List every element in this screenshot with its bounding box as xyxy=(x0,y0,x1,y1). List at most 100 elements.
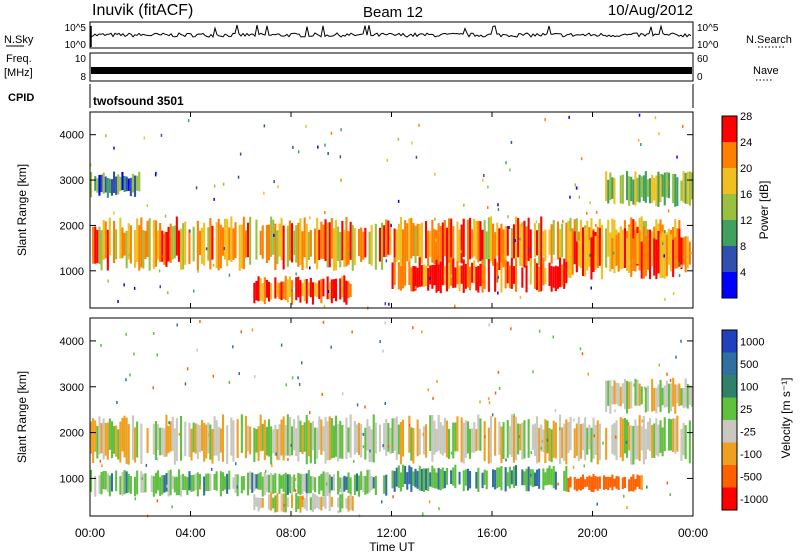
data-cell xyxy=(410,467,413,492)
data-cell xyxy=(416,267,419,288)
x-tick-label: 20:00 xyxy=(577,526,607,540)
data-speckle xyxy=(669,493,671,497)
data-cell xyxy=(640,386,643,405)
data-cell xyxy=(433,468,436,489)
data-cell xyxy=(638,174,641,203)
data-cell xyxy=(305,493,308,511)
data-cell xyxy=(659,233,662,279)
data-speckle xyxy=(345,221,347,225)
data-speckle xyxy=(623,494,625,498)
data-cell xyxy=(242,216,245,270)
data-speckle xyxy=(277,185,279,189)
colorbar-segment xyxy=(722,194,737,220)
data-cell xyxy=(257,276,260,302)
data-cell xyxy=(297,276,300,298)
data-cell xyxy=(609,234,612,272)
data-cell xyxy=(224,476,227,490)
data-cell xyxy=(397,424,400,455)
data-speckle xyxy=(341,392,344,396)
data-cell xyxy=(431,415,434,462)
data-cell xyxy=(322,278,325,297)
data-cell xyxy=(98,475,101,494)
data-cell xyxy=(276,282,279,297)
data-cell xyxy=(630,381,633,409)
data-speckle xyxy=(546,438,549,442)
data-cell xyxy=(360,471,363,491)
data-cell xyxy=(657,171,660,207)
data-cell xyxy=(655,239,658,280)
data-cell xyxy=(521,267,524,288)
data-speckle xyxy=(186,367,189,371)
data-cell xyxy=(324,472,327,496)
data-cell xyxy=(378,227,381,262)
data-cell xyxy=(613,240,616,274)
data-cell xyxy=(466,421,469,454)
data-speckle xyxy=(382,444,384,448)
data-cell xyxy=(684,172,687,204)
colorbar-segment xyxy=(722,116,737,142)
data-cell xyxy=(129,177,132,197)
data-speckle xyxy=(348,252,350,256)
data-cell xyxy=(347,281,350,299)
data-cell xyxy=(115,176,118,195)
data-cell xyxy=(651,174,654,203)
data-cell xyxy=(523,420,526,459)
data-cell xyxy=(646,179,649,197)
data-cell xyxy=(265,426,268,456)
y-tick-label: 4000 xyxy=(60,336,84,348)
data-cell xyxy=(418,257,421,287)
data-cell xyxy=(653,238,656,276)
data-cell xyxy=(445,266,448,292)
data-cell xyxy=(542,429,545,453)
data-speckle xyxy=(141,477,143,481)
colorbar-tick-label: 25 xyxy=(740,404,752,416)
data-cell xyxy=(588,424,591,450)
data-cell xyxy=(617,383,620,406)
data-speckle xyxy=(228,273,231,277)
data-speckle xyxy=(208,433,210,437)
data-cell xyxy=(311,493,314,512)
colorbar-tick-label: 500 xyxy=(740,359,758,371)
data-cell xyxy=(636,177,639,202)
data-cell xyxy=(611,238,614,269)
colorbar-segment xyxy=(722,272,737,298)
data-speckle xyxy=(680,339,682,343)
data-speckle xyxy=(381,500,383,504)
data-cell xyxy=(464,264,467,289)
colorbar-frame xyxy=(721,115,738,299)
data-cell xyxy=(163,428,166,457)
data-cell xyxy=(332,474,335,491)
data-speckle xyxy=(682,125,684,128)
data-cell xyxy=(550,266,553,292)
power-yticks: 1000 2000 3000 4000 xyxy=(60,130,693,278)
data-cell xyxy=(502,422,505,459)
data-cell xyxy=(261,283,264,302)
data-cell xyxy=(127,178,130,191)
data-cell xyxy=(374,475,377,495)
data-cell xyxy=(322,497,325,507)
data-speckle xyxy=(397,137,400,141)
data-cell xyxy=(301,425,304,454)
data-cell xyxy=(316,427,319,459)
data-speckle xyxy=(669,379,672,382)
data-cell xyxy=(219,224,222,269)
data-cell xyxy=(94,226,97,264)
data-speckle xyxy=(586,211,588,215)
data-cell xyxy=(552,465,555,489)
data-speckle xyxy=(663,240,665,244)
data-cell xyxy=(626,380,629,414)
data-cell xyxy=(324,417,327,464)
data-speckle xyxy=(271,464,273,468)
data-cell xyxy=(521,222,524,267)
data-cell xyxy=(402,464,405,487)
data-cell xyxy=(278,424,281,461)
data-cell xyxy=(142,473,145,493)
freq-panel-frame xyxy=(89,52,694,82)
data-speckle xyxy=(589,253,591,257)
data-speckle xyxy=(497,291,499,295)
data-cell xyxy=(487,259,490,292)
data-cell xyxy=(567,477,570,493)
data-cell xyxy=(674,237,677,269)
noise-right-label: N.Search xyxy=(746,34,792,46)
data-cell xyxy=(123,232,126,256)
